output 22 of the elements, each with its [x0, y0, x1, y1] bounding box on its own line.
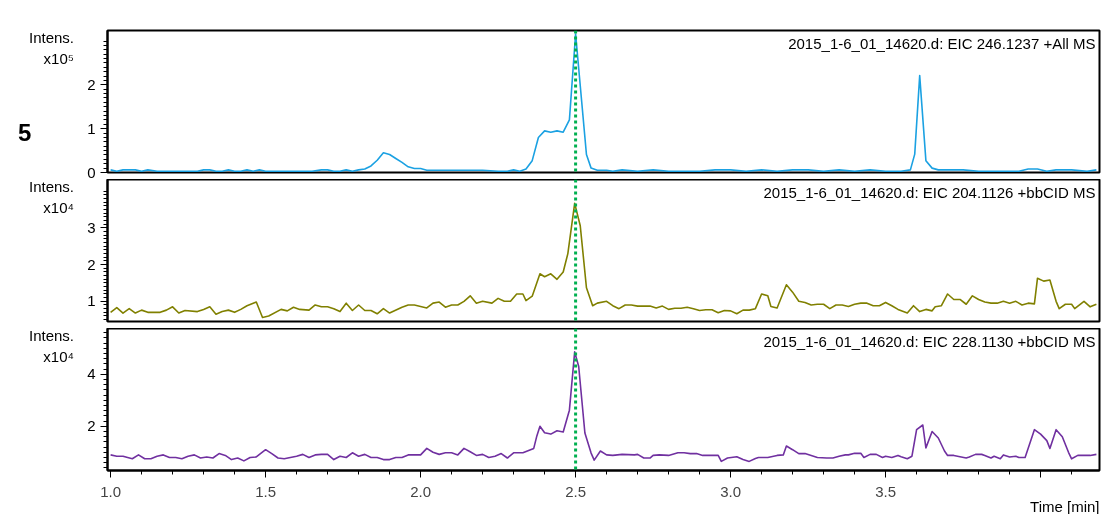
y-tick-label: 2: [87, 255, 96, 273]
y-tick-label: 4: [87, 365, 96, 383]
x-tick-label: 1.5: [255, 482, 277, 500]
chart-title: 2015_1-6_01_14620.d: EIC 204.1126 +bbCID MS: [763, 183, 1096, 201]
y-tick-label: 3: [87, 218, 96, 236]
x-tick-label: 2.5: [565, 482, 587, 500]
chart-title: 2015_1-6_01_14620.d: EIC 228.1130 +bbCID MS: [763, 332, 1096, 350]
x-axis-title: Time [min]: [1030, 497, 1100, 514]
y-tick-label: 0: [87, 163, 96, 181]
y-axis-title: Intens. x10⁵: [28, 28, 74, 69]
x-tick-label: 3.0: [720, 482, 742, 500]
y-axis-title: Intens. x10⁴: [28, 326, 74, 367]
x-tick-label: 3.5: [875, 482, 897, 500]
y-tick-label: 1: [87, 292, 96, 310]
chart-title: 2015_1-6_01_14620.d: EIC 246.1237 +All MS: [788, 34, 1096, 52]
x-tick-label: 2.0: [410, 482, 432, 500]
y-axis-title: Intens. x10⁴: [28, 177, 74, 218]
text: 5: [18, 118, 32, 148]
y-tick-label: 1: [87, 119, 96, 137]
y-tick-label: 2: [87, 417, 96, 435]
y-tick-label: 2: [87, 75, 96, 93]
x-tick-label: 1.0: [100, 482, 122, 500]
